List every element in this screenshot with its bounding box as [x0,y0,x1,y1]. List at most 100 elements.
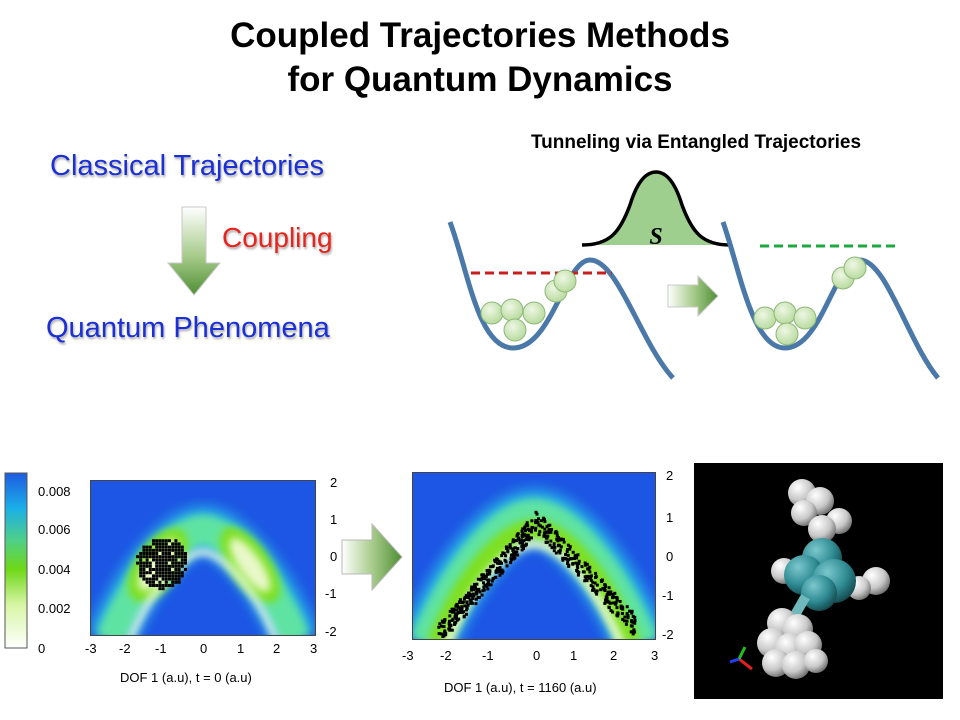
trajectory-point [152,539,155,543]
trajectory-point [161,584,165,587]
trajectory-point [148,548,152,552]
trajectory-point [626,614,630,618]
trajectory-point [513,556,517,560]
density-plot-t1160 [412,472,656,640]
trajectory-point [164,552,168,555]
trajectory-point [545,525,549,529]
trajectory-point [465,596,469,599]
trajectory-point [605,599,609,603]
right-potential-curve [720,221,940,380]
trajectory-point [520,535,524,538]
trajectory-point [537,533,541,537]
trajectory-point [139,561,143,565]
trajectory-point [485,569,489,573]
plot1-x-tick: 0 [200,641,208,656]
trajectory-point [592,588,596,591]
trajectory-point [470,601,474,605]
trajectory-point [168,571,171,575]
trajectory-point [148,555,152,559]
trajectory-point [462,615,466,619]
trajectory-point [475,588,479,592]
plot1-y-tick: 0 [330,549,338,564]
trajectory-point [516,547,520,551]
trajectory-point [540,525,544,529]
trajectory-point [586,574,590,578]
trajectory-point [155,558,159,562]
trajectory-point [568,545,572,549]
trajectory-point [473,587,477,591]
trajectory-point [508,545,512,549]
trajectory-point [180,555,184,559]
trajectory-point [148,564,152,568]
trajectory-point [142,552,146,555]
trajectory-point [161,552,165,555]
trajectory-point [509,553,513,557]
trajectory-point [485,584,488,588]
trajectory-point [543,527,547,531]
trajectory-point [595,592,599,596]
trajectory-point [139,552,143,555]
trajectory-point [629,624,633,628]
trajectory-point [148,580,152,584]
trajectory-point [633,619,637,622]
trajectory-point [552,544,556,548]
trajectory-point [520,538,524,542]
trajectory-point [448,609,452,613]
trajectory-point [605,597,609,600]
trajectory-point [155,584,159,587]
trajectory-point [574,561,578,565]
trajectory-point [500,571,504,575]
trajectory-point [526,533,530,537]
trajectory-point [437,625,441,629]
trajectory-point [463,596,467,599]
trajectory-point [438,622,442,626]
trajectory-point [168,539,171,543]
trajectory-point [583,561,587,565]
trajectory-point [158,568,162,571]
trajectory-point [556,539,560,543]
trajectory-point [450,607,454,611]
trajectory-point [164,584,168,587]
molecule-render [694,463,943,699]
trajectory-point [603,587,606,591]
trajectory-point [171,571,175,575]
trajectory-point [489,583,493,587]
trajectory-point [161,587,165,591]
trajectory-point [594,576,598,579]
colorbar [4,472,28,649]
trajectory-point [600,579,604,582]
plot1-y-tick: -1 [325,586,337,601]
trajectory-point [555,534,559,538]
trajectory-point [504,560,508,564]
trajectory-point [552,549,556,553]
trajectory-point [452,610,456,613]
trajectory-point [161,574,165,578]
trajectory-point [467,591,470,595]
trajectory-point [168,548,171,552]
trajectory-point [624,622,628,626]
trajectory-point [561,537,565,541]
trajectory-point [554,530,558,533]
plot2-x-tick: -3 [402,648,414,663]
trajectory-point [615,606,619,610]
trajectory-point [626,616,630,620]
trajectory-point [142,564,146,568]
trajectory-point [168,564,171,568]
trajectory-point [161,542,165,546]
trajectory-point [171,561,175,565]
trajectory-point [583,579,587,583]
trajectory-point [582,570,586,574]
trajectory-point [625,619,629,623]
trajectory-point [521,527,525,531]
trajectory-point [164,545,168,549]
trajectory-point [535,512,539,516]
trajectory-point [459,611,463,614]
trajectory-point [450,618,454,622]
axes-triad-icon [729,646,753,671]
trajectory-point [511,548,515,552]
tunneling-diagram: S [447,170,940,380]
trajectory-point [606,592,610,596]
trajectory-point [145,571,149,575]
trajectory-point [174,580,178,584]
trajectory-point [478,590,482,594]
